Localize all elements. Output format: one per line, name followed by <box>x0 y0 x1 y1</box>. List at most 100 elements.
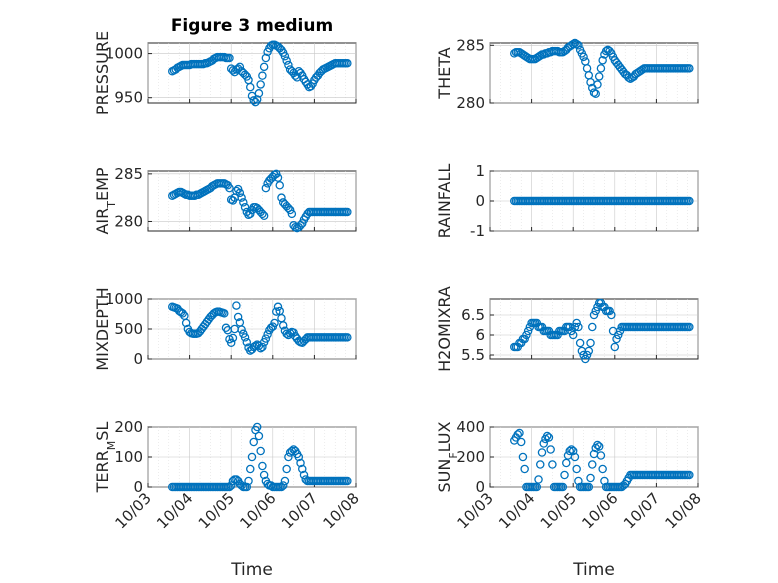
data-point <box>594 442 604 451</box>
data-point <box>237 325 246 334</box>
data-point <box>685 196 694 206</box>
data-point <box>228 333 238 343</box>
data-point <box>584 482 594 492</box>
data-point <box>548 460 557 469</box>
x-axis-label-left: Time <box>230 560 273 580</box>
data-point <box>518 452 528 462</box>
data-point <box>591 306 600 316</box>
data-point <box>249 437 258 447</box>
data-point <box>246 82 255 92</box>
data-point <box>272 307 281 316</box>
data-point <box>343 333 352 342</box>
data-point <box>605 306 614 316</box>
data-point <box>261 183 271 193</box>
data-point <box>277 193 286 202</box>
data-point <box>536 460 545 469</box>
data-point <box>588 460 597 469</box>
data-point <box>572 464 581 474</box>
data-point <box>558 482 568 492</box>
data-point <box>523 326 533 336</box>
data-point <box>568 330 578 340</box>
x-tick-label: 10/06 <box>578 489 621 532</box>
subplot-h2omixra: 5.5 6 6.5 H2OMIXRA <box>435 286 699 372</box>
data-point <box>586 338 595 348</box>
data-point <box>298 464 307 474</box>
data-point <box>588 322 597 332</box>
data-point <box>181 318 191 328</box>
data-point <box>280 51 290 61</box>
x-tick-label: 10/08 <box>320 489 363 532</box>
data-point <box>567 445 576 454</box>
data-point <box>239 198 248 207</box>
data-point <box>278 481 288 490</box>
y-axis-label: PRESSURE <box>93 31 112 115</box>
data-point <box>221 323 231 333</box>
y-tick-label: 500 <box>114 320 143 338</box>
data-point <box>225 183 234 193</box>
data-point <box>259 62 269 72</box>
data-point <box>343 207 352 217</box>
data-point <box>220 309 229 318</box>
y-tick-label: 5.5 <box>461 346 485 364</box>
data-point <box>601 46 611 56</box>
y-tick-label: 285 <box>456 36 485 54</box>
data-point <box>515 428 524 438</box>
data-point <box>242 337 252 347</box>
data-point <box>565 446 574 456</box>
data-point <box>546 445 555 454</box>
data-point <box>296 458 305 468</box>
y-tick-label: 280 <box>114 212 143 230</box>
data-point <box>282 56 291 65</box>
y-tick-label: 1000 <box>105 290 143 308</box>
data-point <box>685 470 694 480</box>
x-tick-label: 10/07 <box>620 489 663 532</box>
data-point <box>685 64 694 73</box>
y-tick-label: 1000 <box>105 45 143 63</box>
y-tick-label: 950 <box>114 89 143 107</box>
data-point <box>594 72 604 81</box>
data-point <box>596 451 606 460</box>
data-point <box>607 310 616 320</box>
data-point <box>579 350 588 360</box>
data-point <box>256 446 265 456</box>
data-point <box>225 53 234 63</box>
data-point <box>534 475 543 484</box>
data-point <box>610 342 620 352</box>
data-point <box>570 452 580 462</box>
data-point <box>568 446 578 456</box>
data-point <box>233 312 243 322</box>
data-point <box>560 470 569 480</box>
x-tick-label: 10/04 <box>153 489 196 532</box>
data-point <box>256 80 265 89</box>
data-point <box>226 338 236 348</box>
y-axis-label: AIRTEMP <box>93 167 118 234</box>
y-axis-label: MIXDEPTH <box>93 287 112 370</box>
data-point <box>574 41 583 50</box>
data-point <box>242 482 252 492</box>
y-tick-label: 0 <box>475 192 485 210</box>
y-tick-label: -1 <box>470 222 485 240</box>
y-tick-label: 0 <box>133 478 143 496</box>
data-point <box>539 439 548 448</box>
data-point <box>254 431 264 441</box>
data-point <box>596 64 606 73</box>
data-point <box>258 71 267 80</box>
y-tick-label: 400 <box>456 418 485 436</box>
data-point <box>614 330 623 340</box>
data-point <box>582 350 592 360</box>
data-point <box>593 440 602 450</box>
data-point <box>235 62 245 72</box>
y-tick-label: 280 <box>456 94 485 112</box>
data-point <box>570 322 580 332</box>
y-tick-label: 200 <box>456 448 485 466</box>
y-tick-label: 200 <box>114 418 143 436</box>
data-point <box>282 464 291 474</box>
data-point <box>273 173 283 182</box>
y-axis-label: SUNFLUX <box>435 421 460 492</box>
data-point <box>261 334 271 343</box>
data-point <box>343 59 352 68</box>
y-tick-label: 6 <box>475 326 485 344</box>
data-point <box>624 73 633 82</box>
